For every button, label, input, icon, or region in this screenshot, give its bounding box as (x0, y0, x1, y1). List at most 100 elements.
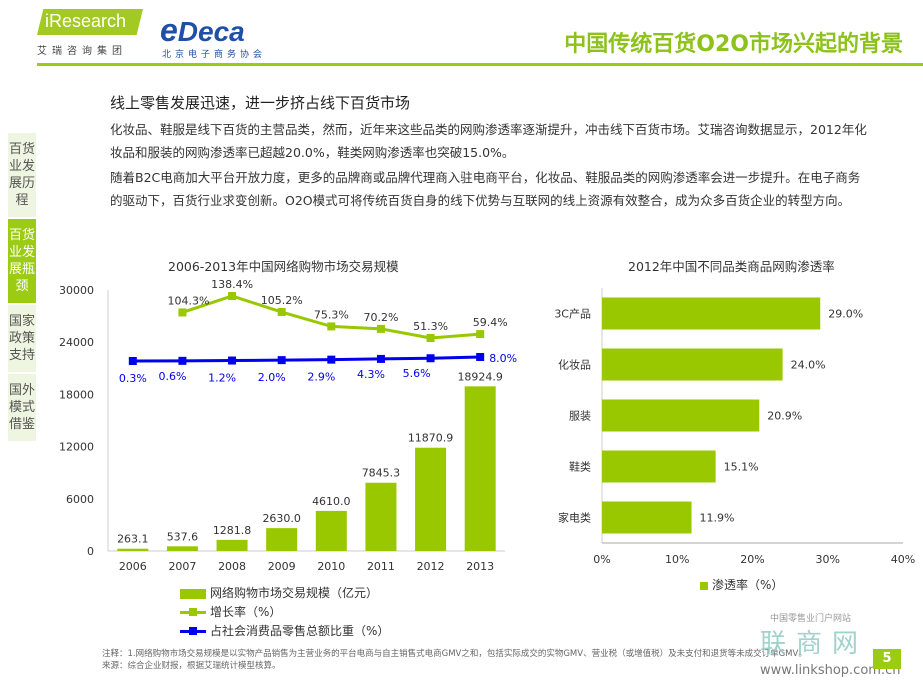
page-title: 中国传统百货O2O市场兴起的背景 (564, 32, 903, 57)
legend-growth-label: 增长率（%） (210, 605, 282, 619)
growth-label: 104.3% (167, 294, 209, 307)
bar (415, 447, 447, 551)
iresearch-logo: iResearch (37, 9, 145, 37)
iresearch-logo-text: iResearch (45, 11, 127, 31)
legend-bar-swatch (180, 588, 206, 599)
watermark-tagline: 中国零售业门户网站 (770, 614, 852, 624)
bar (117, 548, 149, 551)
chart1-legend-share: 占社会消费品零售总额比重（%） (180, 622, 389, 639)
growth-label: 105.2% (261, 294, 303, 307)
sidebar-item-foreign-models[interactable]: 国外模式借鉴 (8, 374, 36, 441)
bar-value-label: 7845.3 (362, 467, 401, 480)
share-label: 0.3% (119, 372, 147, 385)
x-tick-label: 2010 (317, 560, 345, 573)
sidebar-item-policy[interactable]: 国家政策支持 (8, 305, 36, 372)
growth-point (476, 330, 485, 339)
x-tick-label: 2011 (367, 560, 395, 573)
share-label: 0.6% (158, 370, 186, 383)
x-tick-label: 2009 (268, 560, 296, 573)
bar (365, 482, 397, 551)
y-tick-label: 0 (87, 545, 94, 558)
share-label: 1.2% (208, 372, 236, 385)
bar-value-label: 29.0% (828, 308, 863, 321)
share-label: 5.6% (403, 367, 431, 380)
share-point (376, 354, 385, 363)
legend-bar-label: 网络购物市场交易规模（亿元） (210, 586, 379, 600)
x-tick-label: 40% (891, 553, 915, 566)
growth-point (277, 308, 286, 317)
bar (464, 386, 496, 551)
x-tick-label: 2012 (417, 560, 445, 573)
bar-value-label: 15.1% (724, 461, 759, 474)
linkshop-watermark: 中国零售业门户网站 联商网 www.linkshop.com.cn (760, 611, 920, 683)
category-label: 3C产品 (554, 307, 591, 321)
share-point (277, 356, 286, 365)
share-point (128, 357, 137, 365)
y-tick-label: 24000 (59, 336, 94, 349)
sidebar-item-bottleneck[interactable]: 百货业发展瓶颈 (8, 219, 36, 303)
growth-point (327, 322, 336, 331)
bar-value-label: 20.9% (767, 410, 802, 423)
bar (602, 450, 716, 483)
sidebar-item-history[interactable]: 百货业发展历程 (8, 133, 36, 217)
share-label: 2.9% (307, 371, 335, 384)
share-point (426, 354, 435, 363)
x-tick-label: 2006 (119, 560, 147, 573)
growth-label: 51.3% (413, 320, 448, 333)
chart2-title: 2012年中国不同品类商品网购渗透率 (628, 259, 835, 274)
source-note: 来源：综合企业财报，根据艾瑞统计模型核算。 (102, 661, 281, 671)
x-tick-label: 20% (740, 553, 764, 566)
growth-label: 75.3% (314, 308, 349, 321)
bar-value-label: 2630.0 (262, 512, 301, 525)
growth-label: 138.4% (211, 278, 253, 291)
bar-value-label: 11.9% (700, 512, 735, 525)
share-label: 2.0% (258, 371, 286, 384)
bar-value-label: 24.0% (791, 359, 826, 372)
bar (266, 528, 298, 551)
bar (602, 501, 692, 534)
y-tick-label: 6000 (66, 493, 94, 506)
chart1-title: 2006-2013年中国网络购物市场交易规模 (168, 259, 399, 274)
legend-share-label: 占社会消费品零售总额比重（%） (210, 624, 390, 638)
bar (166, 546, 198, 551)
x-tick-label: 10% (665, 553, 689, 566)
paragraph-2: 随着B2C电商加大平台开放力度，更多的品牌商或品牌代理商入驻电商平台，化妆品、鞋… (110, 170, 861, 208)
bar (602, 348, 783, 381)
legend-penetration-label: 渗透率（%） (712, 578, 784, 592)
x-tick-label: 30% (816, 553, 840, 566)
bar (216, 539, 248, 551)
x-tick-label: 2007 (168, 560, 196, 573)
bar-value-label: 1281.8 (213, 524, 252, 537)
watermark-brand: 联商网 (760, 629, 869, 659)
legend-penetration-swatch (700, 581, 708, 590)
chart1-legend-growth: 增长率（%） (180, 603, 281, 620)
growth-label: 59.4% (473, 316, 508, 329)
y-tick-label: 30000 (59, 284, 94, 297)
bar-value-label: 4610.0 (312, 495, 351, 508)
category-label: 鞋类 (569, 460, 591, 474)
bar (315, 510, 347, 551)
footnote-1: 注释：1.网络购物市场交易规模是以实物产品销售为主营业务的平台电商与自主销售式电… (102, 649, 807, 659)
bar (602, 399, 760, 432)
footnotes: 注释：1.网络购物市场交易规模是以实物产品销售为主营业务的平台电商与自主销售式电… (102, 648, 822, 672)
y-tick-label: 18000 (59, 388, 94, 401)
page-number: 5 (873, 649, 901, 669)
deca-logo: eDeca (160, 12, 245, 48)
sidebar-nav: 百货业发展历程 百货业发展瓶颈 国家政策支持 国外模式借鉴 (8, 133, 36, 443)
section-title: 线上零售发展迅速，进一步挤占线下百货市场 (110, 94, 411, 112)
growth-point (376, 324, 385, 333)
share-label: 8.0% (489, 352, 517, 365)
share-label: 4.3% (357, 368, 385, 381)
x-tick-label: 2008 (218, 560, 246, 573)
growth-label: 70.2% (363, 311, 398, 324)
share-point (178, 356, 187, 365)
deca-logo-subtitle: 北京电子商务协会 (162, 50, 267, 60)
growth-point (228, 292, 237, 300)
share-point (228, 356, 237, 365)
share-point (476, 353, 485, 361)
chart2-legend: 渗透率（%） (700, 576, 783, 593)
growth-point (426, 334, 435, 342)
bar-value-label: 263.1 (117, 533, 149, 546)
paragraph-1: 化妆品、鞋服是线下百货的主营品类，然而，近年来这些品类的网购渗透率逐渐提升，冲击… (110, 122, 867, 160)
legend-growth-swatch (180, 608, 206, 616)
